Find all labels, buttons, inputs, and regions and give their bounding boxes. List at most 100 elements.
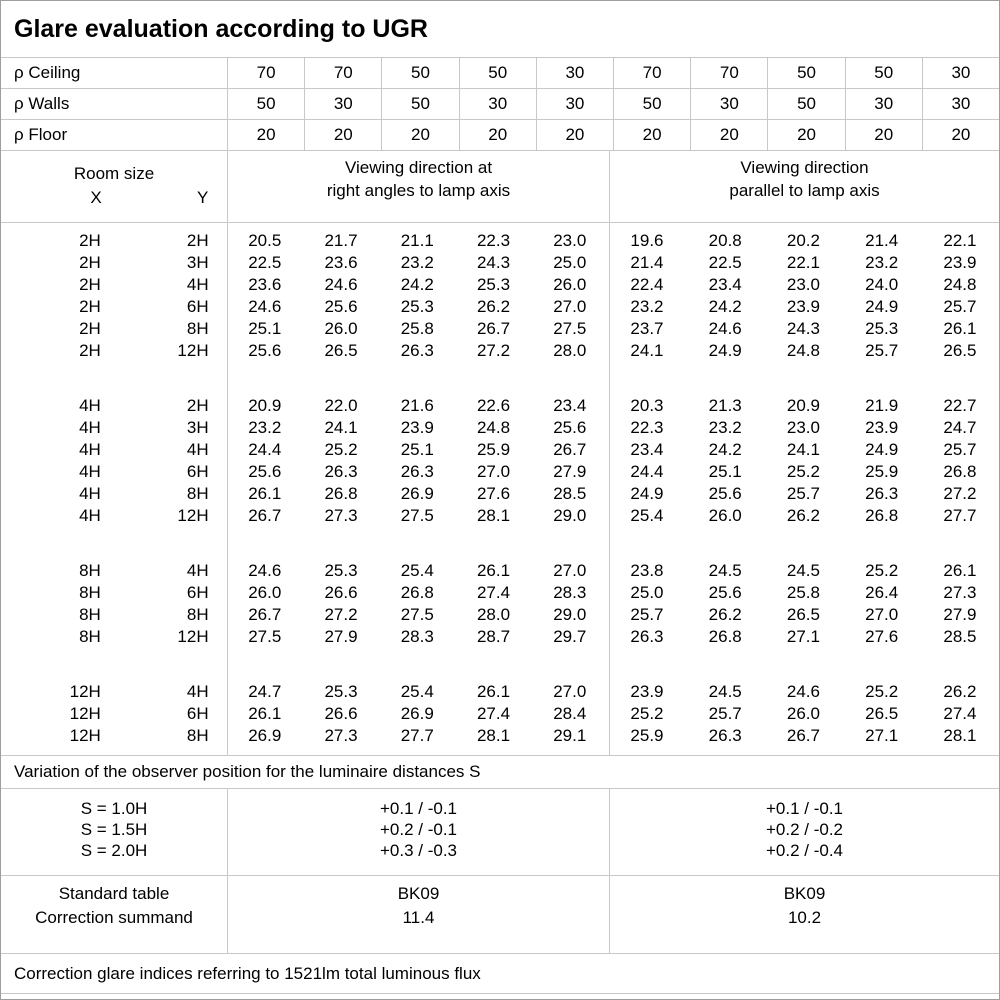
ugr-value-right-angles: 27.0 — [476, 462, 511, 481]
ugr-value-right-angles: 27.5 — [248, 627, 282, 646]
room-y-cell: 8H — [186, 319, 209, 338]
ugr-value-right-angles: 23.2 — [400, 253, 434, 272]
reflectance-value-cell: 20 — [921, 120, 999, 150]
ugr-value-parallel: 24.4 — [630, 462, 664, 481]
ugr-value-right-angles: 23.4 — [553, 396, 587, 415]
ugr-row: 4H 2H 20.9 22.0 21.6 22.6 23.4 20.3 21.3 20.9 21.9… — [1, 395, 999, 417]
ugr-value-right-angles: 26.1 — [248, 704, 282, 723]
ugr-value-parallel: 25.2 — [630, 704, 664, 723]
summary-value: BK09 — [783, 884, 826, 903]
room-y-cell: 6H — [186, 462, 209, 481]
reflectance-value-cell: 20 — [767, 120, 844, 150]
reflectance-value-cell: 20 — [304, 120, 381, 150]
reflectance-row-label: ρ Walls — [14, 94, 70, 113]
ugr-value-right-angles: 24.4 — [248, 440, 282, 459]
ugr-value-right-angles: 25.6 — [324, 297, 358, 316]
ugr-value-parallel: 25.9 — [865, 462, 899, 481]
ugr-row-group: 4H 2H 20.9 22.0 21.6 22.6 23.4 20.3 21.3 20.9 21.9… — [1, 395, 999, 527]
reflectance-rows: ρ Ceiling 70 70 50 50 30 70 70 50 50 30 ρ Walls 50 30… — [1, 58, 999, 151]
room-y-cell: 3H — [186, 253, 209, 272]
ugr-value-parallel: 23.0 — [786, 275, 820, 294]
ugr-value-parallel: 28.1 — [943, 726, 977, 745]
room-x-cell: 8H — [79, 605, 101, 624]
ugr-value-right-angles: 25.9 — [476, 440, 511, 459]
ugr-value-right-angles: 26.7 — [248, 506, 282, 525]
reflectance-value-cell: 20 — [613, 120, 690, 150]
ugr-value-right-angles: 27.0 — [553, 297, 587, 316]
ugr-value-right-angles: 23.6 — [248, 275, 282, 294]
ugr-value-right-angles: 22.0 — [324, 396, 358, 415]
ugr-value-right-angles: 24.2 — [400, 275, 434, 294]
ugr-value-right-angles: 26.9 — [400, 484, 434, 503]
ugr-value-parallel: 21.4 — [865, 231, 899, 250]
ugr-value-parallel: 26.2 — [786, 506, 820, 525]
ugr-value-right-angles: 26.1 — [248, 484, 282, 503]
ugr-value-parallel: 25.1 — [708, 462, 742, 481]
ugr-value-parallel: 24.1 — [786, 440, 820, 459]
reflectance-value-cell: 50 — [767, 58, 844, 88]
ugr-value-parallel: 26.0 — [786, 704, 820, 723]
ugr-row: 2H 12H 25.6 26.5 26.3 27.2 28.0 24.1 24.9 24.8 25.… — [1, 340, 999, 362]
ugr-value-right-angles: 24.6 — [324, 275, 358, 294]
ugr-value-parallel: 27.1 — [786, 627, 820, 646]
ugr-value-right-angles: 27.0 — [553, 682, 587, 701]
ugr-value-right-angles: 24.6 — [248, 297, 282, 316]
reflectance-value-cell: 20 — [381, 120, 458, 150]
direction-header-line: Viewing direction at — [344, 158, 493, 177]
room-y-cell: 3H — [186, 418, 209, 437]
ugr-value-right-angles: 24.1 — [324, 418, 358, 437]
ugr-row: 8H 8H 26.7 27.2 27.5 28.0 29.0 25.7 26.2 26.5 27.0… — [1, 604, 999, 626]
room-y-cell: 12H — [177, 627, 209, 646]
ugr-value-right-angles: 26.3 — [324, 462, 358, 481]
ugr-value-right-angles: 23.9 — [400, 418, 434, 437]
reflectance-row-label: ρ Ceiling — [14, 63, 81, 82]
reflectance-value-cell: 20 — [844, 120, 922, 150]
ugr-value-parallel: 21.4 — [630, 253, 664, 272]
reflectance-row: ρ Walls 50 30 50 30 30 50 30 50 30 30 — [1, 89, 999, 120]
ugr-value-right-angles: 28.3 — [400, 627, 434, 646]
ugr-value-right-angles: 20.9 — [248, 396, 282, 415]
room-size-x-label: X — [90, 188, 102, 207]
room-x-cell: 4H — [79, 418, 101, 437]
room-x-cell: 2H — [79, 319, 101, 338]
ugr-value-right-angles: 25.6 — [248, 462, 282, 481]
ugr-value-right-angles: 24.8 — [476, 418, 511, 437]
ugr-value-right-angles: 25.0 — [553, 253, 587, 272]
ugr-value-right-angles: 26.2 — [476, 297, 511, 316]
variation-value: +0.2 / -0.4 — [765, 841, 844, 860]
room-y-cell: 2H — [186, 396, 209, 415]
room-size-header: Room size X Y — [1, 151, 227, 222]
ugr-value-right-angles: 26.0 — [324, 319, 358, 338]
ugr-value-parallel: 25.7 — [865, 341, 899, 360]
summary-value: 11.4 — [402, 908, 435, 927]
ugr-value-parallel: 26.3 — [630, 627, 664, 646]
ugr-value-right-angles: 26.8 — [400, 583, 434, 602]
ugr-value-parallel: 26.3 — [708, 726, 742, 745]
ugr-value-right-angles: 27.5 — [400, 605, 434, 624]
ugr-value-parallel: 24.5 — [786, 561, 820, 580]
ugr-value-parallel: 26.3 — [865, 484, 899, 503]
ugr-value-right-angles: 26.8 — [324, 484, 358, 503]
ugr-value-right-angles: 26.1 — [476, 561, 511, 580]
ugr-value-right-angles: 26.1 — [476, 682, 511, 701]
room-size-axes: X Y — [1, 186, 227, 210]
room-x-cell: 12H — [69, 704, 101, 723]
ugr-value-parallel: 26.5 — [786, 605, 820, 624]
ugr-value-right-angles: 22.3 — [476, 231, 511, 250]
ugr-value-parallel: 24.9 — [630, 484, 664, 503]
reflectance-value-cell: 70 — [690, 58, 767, 88]
ugr-row: 4H 6H 25.6 26.3 26.3 27.0 27.9 24.4 25.1 25.2 25.9… — [1, 461, 999, 483]
ugr-value-right-angles: 21.6 — [400, 396, 434, 415]
reflectance-value-cell: 20 — [535, 120, 613, 150]
ugr-value-right-angles: 26.6 — [324, 583, 358, 602]
room-y-cell: 6H — [186, 297, 209, 316]
ugr-row: 12H 8H 26.9 27.3 27.7 28.1 29.1 25.9 26.3 26.7 27.… — [1, 725, 999, 747]
ugr-value-right-angles: 27.0 — [553, 561, 587, 580]
ugr-value-parallel: 27.4 — [943, 704, 977, 723]
ugr-value-right-angles: 25.8 — [400, 319, 434, 338]
ugr-value-parallel: 24.6 — [786, 682, 820, 701]
ugr-value-parallel: 21.9 — [865, 396, 899, 415]
ugr-value-right-angles: 29.7 — [553, 627, 587, 646]
summary-values-parallel: BK09 10.2 — [609, 876, 999, 953]
ugr-value-parallel: 25.7 — [786, 484, 820, 503]
